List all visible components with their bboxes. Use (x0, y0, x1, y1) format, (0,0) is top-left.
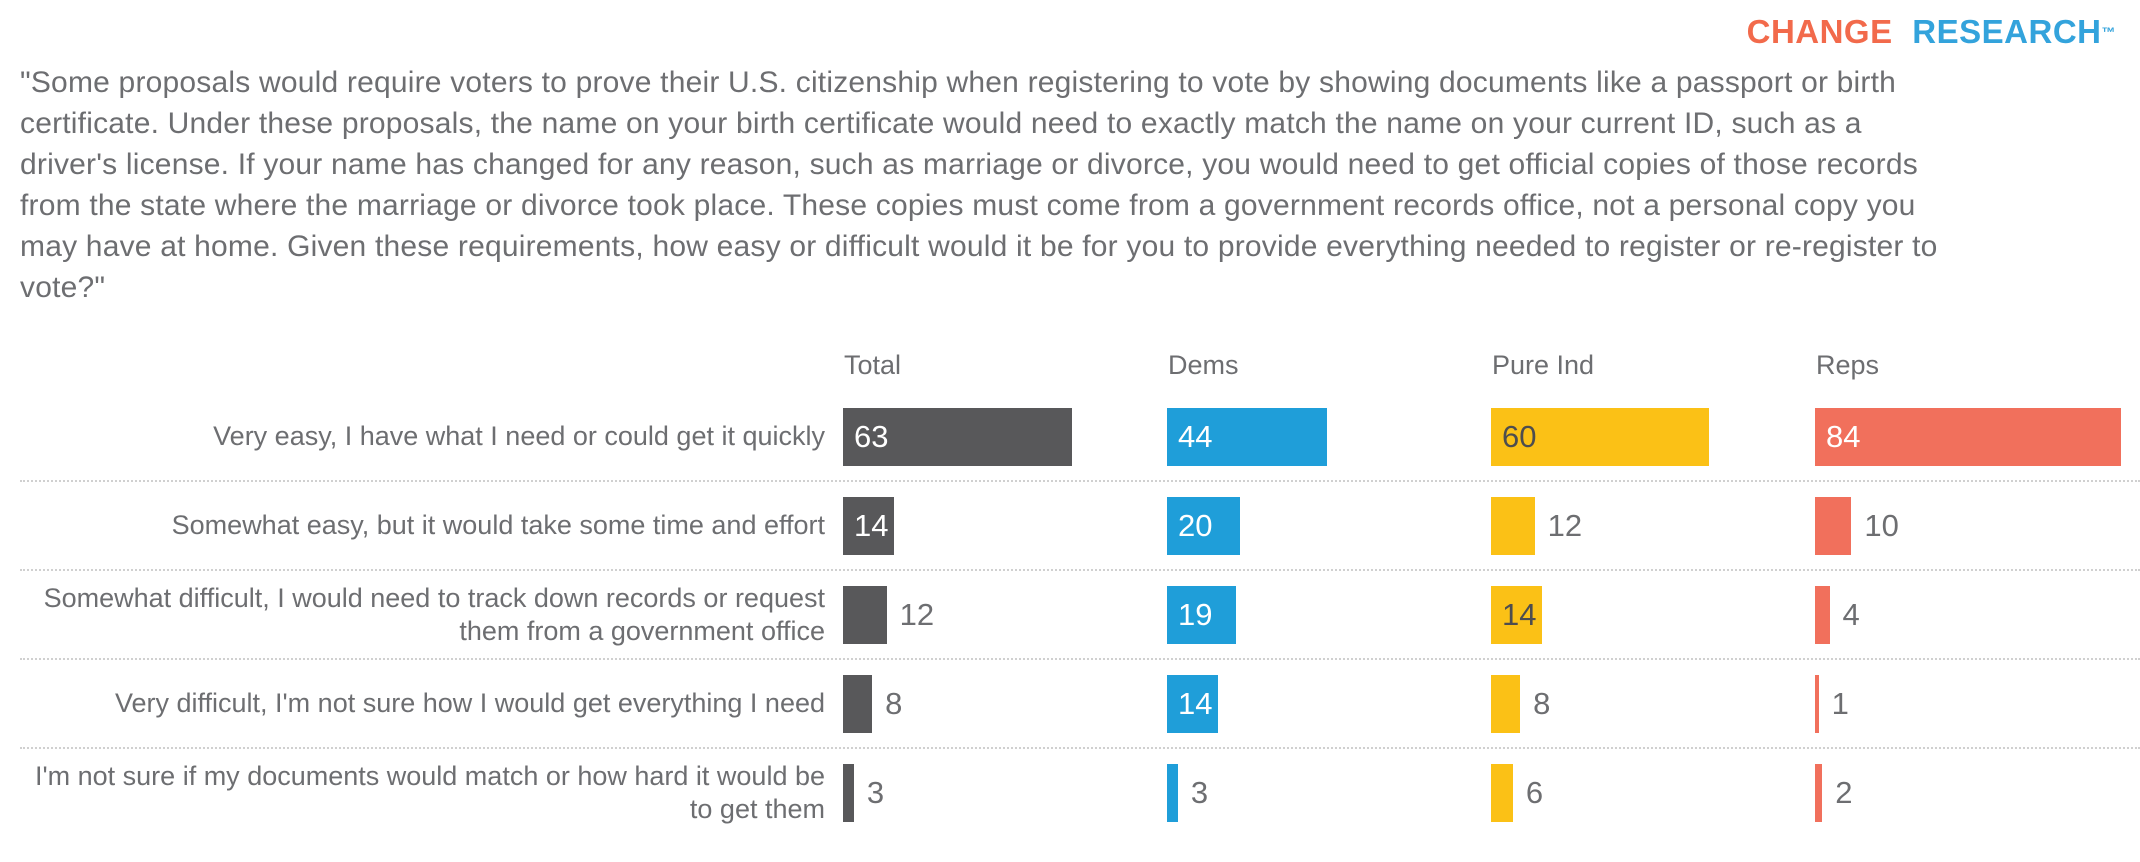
column-header: Reps (1816, 350, 1880, 380)
bar-cell: 2 (1815, 749, 2139, 836)
bar-value: 14 (1178, 685, 1213, 721)
bar (843, 674, 873, 733)
bar (843, 585, 887, 644)
bar: 14 (843, 496, 894, 555)
bar: 20 (1167, 496, 1240, 555)
bar (1815, 674, 1819, 733)
bar-value: 60 (1502, 418, 1537, 454)
bar-value: 3 (1190, 774, 1209, 810)
bar-cell: 10 (1815, 482, 2139, 569)
chart-row: Somewhat easy, but it would take some ti… (20, 480, 2140, 569)
bar-cell: 14 (1491, 571, 1815, 658)
column-header: Dems (1168, 350, 1239, 380)
chart-row: Very difficult, I'm not sure how I would… (20, 658, 2140, 747)
bar: 14 (1491, 585, 1542, 644)
brand-word-research: RESEARCH (1912, 13, 2102, 50)
bar (1815, 585, 1830, 644)
bar-value: 2 (1835, 774, 1853, 810)
bar-cell: 20 (1167, 482, 1491, 569)
brand-logo: CHANGE RESEARCH™ (0, 0, 2140, 50)
bar-cell: 3 (843, 749, 1167, 836)
bar-cell: 44 (1167, 393, 1491, 480)
bar: 63 (843, 407, 1073, 466)
bar (843, 763, 854, 822)
bar-value: 8 (885, 685, 903, 721)
bar-value: 1 (1831, 685, 1849, 721)
bar-cell: 84 (1815, 393, 2139, 480)
bar-cell: 8 (1491, 660, 1815, 747)
bar-value: 12 (1547, 507, 1583, 543)
bar-value: 14 (854, 507, 889, 543)
bar-cell: 1 (1815, 660, 2139, 747)
bar-value: 19 (1178, 596, 1213, 632)
chart-row: Very easy, I have what I need or could g… (20, 393, 2140, 480)
bar-cell: 3 (1167, 749, 1491, 836)
chart-header-row: Total Dems Pure Ind Reps (20, 350, 2140, 381)
bar: 84 (1815, 407, 2121, 466)
brand-word-change: CHANGE (1746, 13, 1893, 50)
bar (1815, 496, 1852, 555)
bar-value: 6 (1525, 774, 1544, 810)
chart-row: I'm not sure if my documents would match… (20, 747, 2140, 836)
bar (1491, 763, 1513, 822)
row-label: Very difficult, I'm not sure how I would… (114, 688, 825, 718)
bar-cell: 6 (1491, 749, 1815, 836)
survey-question-text: "Some proposals would require voters to … (20, 66, 1938, 304)
bar-value: 12 (899, 596, 935, 632)
trademark-symbol: ™ (2101, 24, 2116, 40)
row-label: Somewhat easy, but it would take some ti… (171, 510, 825, 540)
bar (1815, 763, 1823, 822)
bar-cell: 12 (1491, 482, 1815, 569)
chart-row: Somewhat difficult, I would need to trac… (20, 569, 2140, 658)
bar-value: 3 (866, 774, 885, 810)
column-header: Pure Ind (1492, 350, 1595, 380)
column-header: Total (844, 350, 902, 380)
bar-cell: 19 (1167, 571, 1491, 658)
bar-value: 8 (1533, 685, 1551, 721)
row-label: Somewhat difficult, I would need to trac… (43, 582, 825, 646)
bar-value: 44 (1178, 418, 1213, 454)
bar-cell: 14 (843, 482, 1167, 569)
bar-value: 84 (1826, 418, 1861, 454)
bar-cell: 63 (843, 393, 1167, 480)
bar-cell: 14 (1167, 660, 1491, 747)
row-label: Very easy, I have what I need or could g… (213, 421, 825, 451)
bar-cell: 60 (1491, 393, 1815, 480)
bar-value: 4 (1842, 596, 1860, 632)
row-label: I'm not sure if my documents would match… (34, 760, 825, 824)
bar: 60 (1491, 407, 1710, 466)
bar (1167, 763, 1178, 822)
bar-value: 20 (1178, 507, 1213, 543)
bar-cell: 4 (1815, 571, 2139, 658)
bar-chart: Total Dems Pure Ind Reps Very easy, I have … (0, 350, 2140, 836)
chart-rows: Very easy, I have what I need or could g… (20, 393, 2140, 836)
bar (1491, 674, 1521, 733)
bar-value: 10 (1864, 507, 1899, 543)
bar: 44 (1167, 407, 1328, 466)
bar-cell: 12 (843, 571, 1167, 658)
bar: 14 (1167, 674, 1218, 733)
bar (1491, 496, 1535, 555)
bar-value: 63 (854, 418, 889, 454)
bar: 19 (1167, 585, 1237, 644)
bar-value: 14 (1502, 596, 1537, 632)
bar-cell: 8 (843, 660, 1167, 747)
